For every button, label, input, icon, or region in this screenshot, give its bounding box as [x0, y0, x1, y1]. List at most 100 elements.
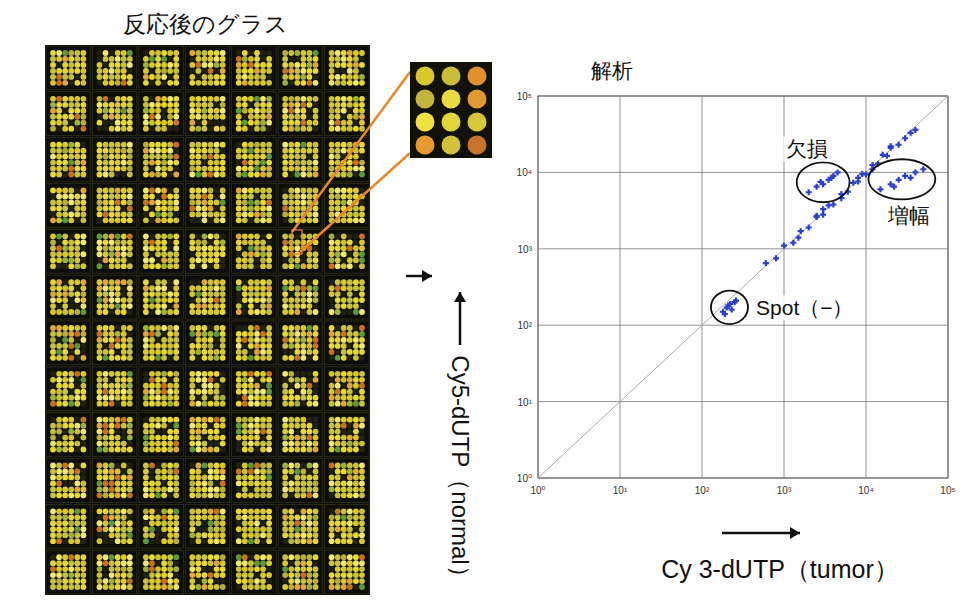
glass-spot [300, 309, 306, 315]
glass-spot [68, 68, 74, 74]
glass-spot [214, 279, 220, 285]
glass-spot [260, 233, 266, 239]
glass-spot [80, 285, 86, 291]
glass-spot [335, 331, 341, 337]
glass-spot [335, 337, 341, 343]
glass-spot [335, 96, 341, 102]
glass-spot [115, 194, 121, 200]
glass-spot [236, 325, 242, 331]
glass-spot [127, 297, 133, 303]
glass-spot [300, 343, 306, 349]
glass-spot [149, 303, 155, 309]
glass-spot [359, 142, 365, 148]
glass-spot [155, 154, 161, 160]
glass-spot [195, 337, 201, 343]
glass-spot [266, 148, 272, 154]
glass-spot [329, 96, 335, 102]
glass-spot [214, 126, 220, 132]
glass-spot [341, 96, 347, 102]
glass-spot [359, 251, 365, 257]
glass-spot [127, 80, 133, 86]
glass-spot [202, 291, 208, 297]
glass-spot [254, 383, 260, 389]
glass-spot [56, 160, 62, 166]
glass-spot [335, 188, 341, 194]
glass-spot [143, 371, 149, 377]
glass-spot [115, 349, 121, 355]
glass-spot [56, 337, 62, 343]
glass-spot [236, 337, 242, 343]
glass-spot [127, 154, 133, 160]
glass-spot [248, 50, 254, 56]
glass-spot [260, 211, 266, 217]
glass-spot [109, 166, 115, 172]
glass-spot [167, 68, 173, 74]
glass-spot [248, 331, 254, 337]
glass-spot [242, 239, 248, 245]
glass-spot [173, 343, 179, 349]
glass-spot [56, 343, 62, 349]
glass-spot [248, 62, 254, 68]
glass-spot [143, 211, 149, 217]
glass-spot [68, 80, 74, 86]
glass-spot [161, 291, 167, 297]
glass-spot [127, 217, 133, 223]
glass-spot [341, 349, 347, 355]
glass-spot [288, 172, 294, 178]
glass-spot [109, 395, 115, 401]
glass-spot [103, 239, 109, 245]
glass-spot [68, 56, 74, 62]
glass-spot [236, 263, 242, 269]
glass-spot [288, 166, 294, 172]
glass-block [139, 229, 183, 273]
glass-spot [97, 56, 103, 62]
glass-spot [329, 343, 335, 349]
glass-spot [115, 188, 121, 194]
glass-spot [50, 285, 56, 291]
glass-spot [260, 263, 266, 269]
glass-spot [80, 160, 86, 166]
glass-spot [50, 233, 56, 239]
glass-spot [143, 251, 149, 257]
glass-spot [208, 233, 214, 239]
glass-spot [109, 200, 115, 206]
glass-spot [341, 257, 347, 263]
glass-spot [288, 194, 294, 200]
glass-spot [109, 285, 115, 291]
glass-spot [242, 206, 248, 212]
glass-spot [109, 62, 115, 68]
glass-spot [103, 383, 109, 389]
glass-spot [115, 120, 121, 126]
glass-spot [214, 102, 220, 108]
glass-spot [300, 194, 306, 200]
glass-spot [329, 355, 335, 361]
glass-spot [103, 331, 109, 337]
glass-spot [202, 395, 208, 401]
glass-spot [220, 355, 226, 361]
glass-spot [242, 120, 248, 126]
glass-spot [97, 102, 103, 108]
glass-spot [248, 377, 254, 383]
glass-spot [266, 233, 272, 239]
glass-spot [103, 349, 109, 355]
glass-spot [115, 291, 121, 297]
glass-spot [103, 337, 109, 343]
glass-spot [149, 349, 155, 355]
glass-spot [155, 108, 161, 114]
glass-spot [127, 96, 133, 102]
glass-spot [359, 297, 365, 303]
glass-spot [161, 331, 167, 337]
glass-spot [347, 257, 353, 263]
glass-spot [149, 96, 155, 102]
glass-spot [195, 211, 201, 217]
glass-spot [214, 389, 220, 395]
glass-spot [359, 355, 365, 361]
glass-spot [248, 211, 254, 217]
glass-spot [173, 383, 179, 389]
glass-spot [149, 263, 155, 269]
glass-spot [220, 211, 226, 217]
glass-spot [294, 303, 300, 309]
glass-spot [220, 383, 226, 389]
glass-spot [220, 349, 226, 355]
glass-spot [214, 285, 220, 291]
